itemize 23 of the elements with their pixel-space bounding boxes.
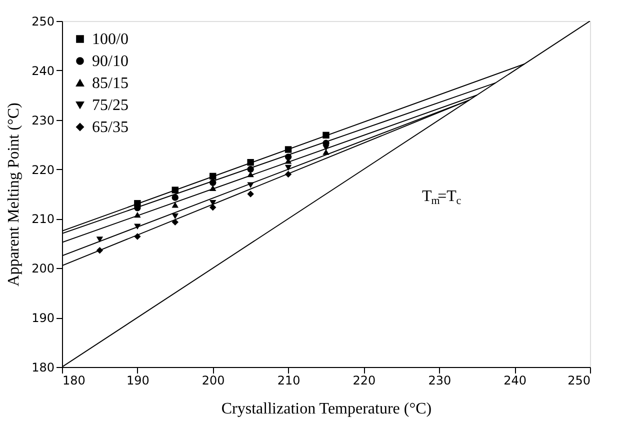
x-tick-label: 190	[126, 374, 150, 388]
legend-label: 65/35	[92, 119, 128, 136]
y-tick-label: 230	[32, 113, 54, 128]
y-tick-label: 210	[32, 212, 54, 226]
legend-label: 90/10	[92, 53, 128, 70]
x-tick-label: 200	[202, 374, 225, 388]
x-tick-label: 240	[504, 374, 527, 388]
y-tick-label: 190	[32, 311, 54, 326]
y-tick-label: 180	[32, 360, 54, 374]
y-tick-label: 240	[32, 64, 54, 78]
x-tick-label: 210	[277, 374, 300, 388]
y-axis-title: Apparent Melting Point (°C)	[6, 102, 23, 286]
x-tick-label: 180	[62, 374, 86, 388]
legend-label: 85/15	[92, 75, 128, 92]
x-tick-label: 250	[568, 374, 590, 388]
legend-label: 75/25	[92, 97, 128, 114]
x-tick-label: 230	[428, 374, 452, 388]
x-axis-title: Crystallization Temperature (°C)	[221, 400, 432, 418]
y-tick-label: 220	[32, 162, 54, 177]
y-tick-label: 200	[32, 262, 54, 276]
legend-label: 100/0	[92, 31, 128, 48]
x-tick-label: 220	[352, 374, 376, 388]
y-tick-label: 250	[32, 14, 54, 28]
